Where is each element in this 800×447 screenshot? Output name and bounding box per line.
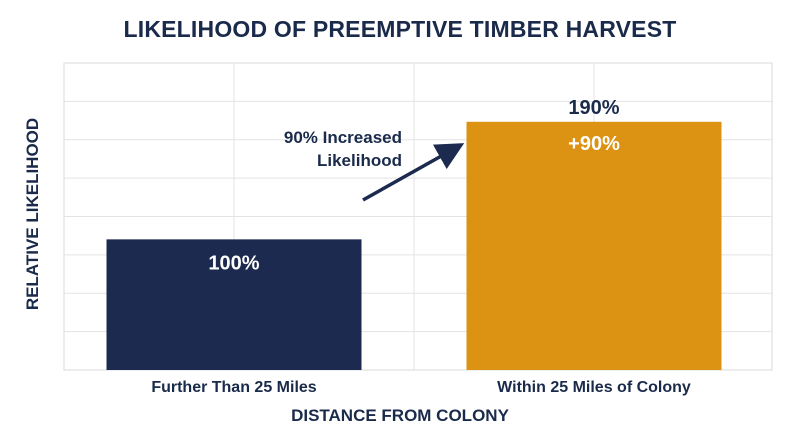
bars [106, 121, 722, 370]
value-label-2: 190% [568, 97, 619, 119]
bar-2 [466, 121, 722, 370]
increase-arrow [362, 143, 465, 202]
category-label-2: Within 25 Miles of Colony [497, 379, 691, 396]
x-axis-label: DISTANCE FROM COLONY [291, 406, 509, 425]
y-axis-label: RELATIVE LIKELIHOOD [23, 117, 42, 311]
chart-title: LIKELIHOOD OF PREEMPTIVE TIMBER HARVEST [123, 16, 677, 42]
arrow-text-line2: Likelihood [317, 151, 402, 170]
bar-1 [106, 239, 362, 370]
labels: Further Than 25 Miles Within 25 Miles of … [151, 97, 691, 396]
category-label-1: Further Than 25 Miles [151, 379, 316, 396]
arrow-text-line1: 90% Increased [284, 128, 402, 147]
increase-label: +90% [568, 133, 620, 155]
value-label-1: 100% [208, 252, 259, 274]
annotation: 90% Increased Likelihood [284, 128, 465, 202]
